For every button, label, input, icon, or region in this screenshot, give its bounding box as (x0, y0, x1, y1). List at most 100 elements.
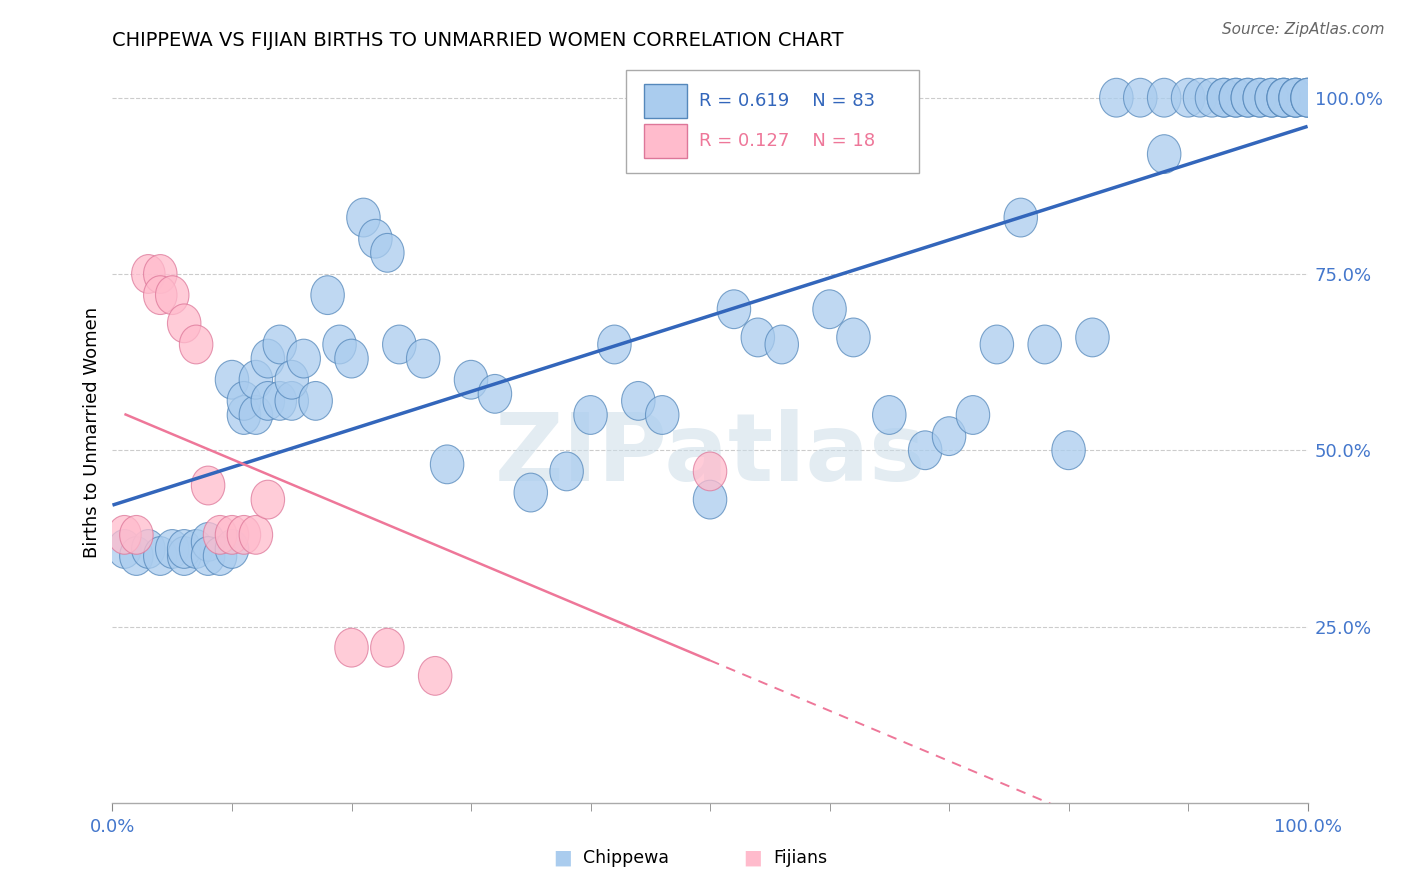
Ellipse shape (515, 473, 547, 512)
Ellipse shape (335, 339, 368, 378)
Ellipse shape (382, 325, 416, 364)
Ellipse shape (1195, 78, 1229, 117)
Ellipse shape (228, 382, 260, 420)
Text: ▪: ▪ (553, 844, 572, 872)
Ellipse shape (598, 325, 631, 364)
Ellipse shape (239, 395, 273, 434)
Ellipse shape (980, 325, 1014, 364)
Ellipse shape (1279, 78, 1312, 117)
Text: R = 0.619    N = 83: R = 0.619 N = 83 (699, 92, 876, 110)
Ellipse shape (645, 395, 679, 434)
Ellipse shape (263, 382, 297, 420)
Text: Chippewa: Chippewa (583, 849, 669, 867)
Ellipse shape (693, 480, 727, 519)
Ellipse shape (215, 360, 249, 399)
Ellipse shape (1291, 78, 1324, 117)
Ellipse shape (1147, 78, 1181, 117)
Ellipse shape (323, 325, 356, 364)
Ellipse shape (239, 360, 273, 399)
Ellipse shape (430, 445, 464, 483)
Ellipse shape (204, 516, 236, 554)
Ellipse shape (276, 360, 308, 399)
Ellipse shape (1099, 78, 1133, 117)
Ellipse shape (228, 516, 260, 554)
Ellipse shape (1004, 198, 1038, 237)
Ellipse shape (120, 537, 153, 575)
Ellipse shape (167, 304, 201, 343)
Ellipse shape (359, 219, 392, 258)
Ellipse shape (263, 325, 297, 364)
Ellipse shape (299, 382, 332, 420)
Ellipse shape (167, 530, 201, 568)
Ellipse shape (239, 516, 273, 554)
Text: Source: ZipAtlas.com: Source: ZipAtlas.com (1222, 22, 1385, 37)
Ellipse shape (1279, 78, 1312, 117)
Ellipse shape (1232, 78, 1264, 117)
Ellipse shape (1028, 325, 1062, 364)
Ellipse shape (717, 290, 751, 328)
Ellipse shape (252, 382, 284, 420)
Ellipse shape (108, 530, 141, 568)
Ellipse shape (276, 382, 308, 420)
Ellipse shape (1147, 135, 1181, 174)
Ellipse shape (550, 452, 583, 491)
Ellipse shape (1279, 78, 1312, 117)
Ellipse shape (765, 325, 799, 364)
Ellipse shape (1232, 78, 1264, 117)
Ellipse shape (120, 516, 153, 554)
Ellipse shape (478, 375, 512, 413)
Ellipse shape (143, 537, 177, 575)
Ellipse shape (156, 276, 188, 315)
Ellipse shape (191, 467, 225, 505)
Ellipse shape (143, 254, 177, 293)
Ellipse shape (252, 339, 284, 378)
Ellipse shape (132, 530, 165, 568)
Ellipse shape (1052, 431, 1085, 469)
Ellipse shape (191, 523, 225, 561)
Ellipse shape (1208, 78, 1240, 117)
Ellipse shape (1267, 78, 1301, 117)
FancyBboxPatch shape (627, 70, 920, 173)
Y-axis label: Births to Unmarried Women: Births to Unmarried Women (83, 307, 101, 558)
Ellipse shape (1267, 78, 1301, 117)
Ellipse shape (1291, 78, 1324, 117)
Ellipse shape (335, 628, 368, 667)
Ellipse shape (873, 395, 905, 434)
Ellipse shape (837, 318, 870, 357)
Text: ZIPatlas: ZIPatlas (495, 409, 925, 500)
Ellipse shape (908, 431, 942, 469)
Ellipse shape (1208, 78, 1240, 117)
Ellipse shape (1184, 78, 1216, 117)
Ellipse shape (167, 537, 201, 575)
Ellipse shape (191, 537, 225, 575)
Ellipse shape (574, 395, 607, 434)
Ellipse shape (621, 382, 655, 420)
Ellipse shape (311, 276, 344, 315)
Ellipse shape (1243, 78, 1277, 117)
Ellipse shape (215, 516, 249, 554)
Ellipse shape (371, 628, 404, 667)
Ellipse shape (287, 339, 321, 378)
Ellipse shape (108, 516, 141, 554)
Ellipse shape (741, 318, 775, 357)
Ellipse shape (419, 657, 451, 695)
Ellipse shape (813, 290, 846, 328)
Ellipse shape (454, 360, 488, 399)
Ellipse shape (204, 537, 236, 575)
Ellipse shape (956, 395, 990, 434)
Ellipse shape (1291, 78, 1324, 117)
Ellipse shape (132, 254, 165, 293)
Ellipse shape (215, 530, 249, 568)
Text: R = 0.127    N = 18: R = 0.127 N = 18 (699, 132, 876, 150)
Ellipse shape (1076, 318, 1109, 357)
FancyBboxPatch shape (644, 84, 688, 118)
FancyBboxPatch shape (644, 124, 688, 158)
Ellipse shape (1267, 78, 1301, 117)
Ellipse shape (1219, 78, 1253, 117)
Ellipse shape (180, 530, 212, 568)
Ellipse shape (1243, 78, 1277, 117)
Ellipse shape (1256, 78, 1288, 117)
Ellipse shape (228, 395, 260, 434)
Ellipse shape (1123, 78, 1157, 117)
Ellipse shape (347, 198, 380, 237)
